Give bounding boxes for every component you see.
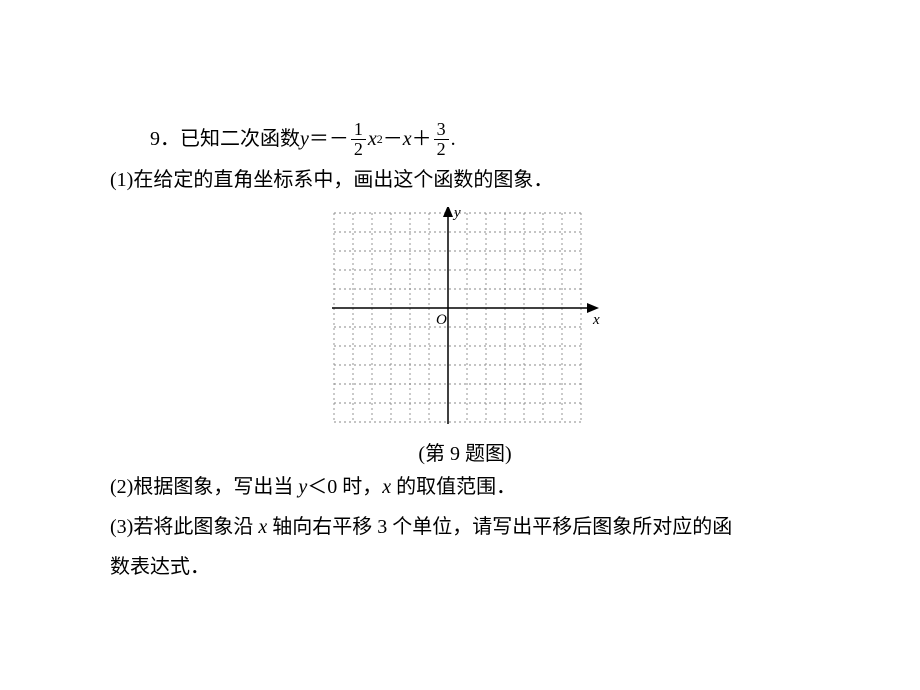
part2-x: x [382,476,396,498]
part2-mid: 时， [342,476,382,498]
plus-sign: ＋ [412,121,432,157]
part2-lt: ＜0 [307,476,342,498]
part2-y: y [293,476,307,498]
fraction-half: 1 2 [351,120,366,159]
part-3-line2: 数表达式． [110,548,820,586]
coordinate-grid-figure: Ox y [110,207,820,433]
figure-caption: (第 9 题图) [110,437,820,466]
x-var-2: x [403,121,412,157]
end-period: . [451,121,456,157]
part2-prefix: (2)根据图象，写出当 [110,476,293,498]
problem-number: 9． [110,121,180,157]
intro-text: 已知二次函数 [180,121,300,157]
frac2-num: 3 [434,120,449,139]
part-1: (1)在给定的直角坐标系中，画出这个函数的图象． [110,161,820,199]
part3-x: x [253,516,272,538]
frac2-den: 2 [434,139,449,159]
part2-suffix: 的取值范围． [396,476,516,498]
minus-sign: － [383,121,403,157]
part3-mid: 轴向右平移 3 个单位，请写出平移后图象所对应的函 [272,516,732,538]
var-y: y [300,121,309,157]
fraction-three-halves: 3 2 [434,120,449,159]
svg-text:y: y [452,207,461,221]
svg-text:x: x [592,312,600,328]
x-var-1: x [368,121,377,157]
equals-neg: ＝－ [309,121,349,157]
part-2: (2)根据图象，写出当 y＜0 时，x 的取值范围． [110,468,820,506]
coordinate-grid-svg: Ox y [328,207,603,428]
frac1-num: 1 [351,120,366,139]
part3-prefix: (3)若将此图象沿 [110,516,253,538]
frac1-den: 2 [351,139,366,159]
problem-statement: 9． 已知二次函数 y ＝－ 1 2 x2 － x ＋ 3 2 . [110,120,820,159]
part-3-line1: (3)若将此图象沿 x 轴向右平移 3 个单位，请写出平移后图象所对应的函 [110,508,820,546]
svg-text:O: O [436,312,447,328]
